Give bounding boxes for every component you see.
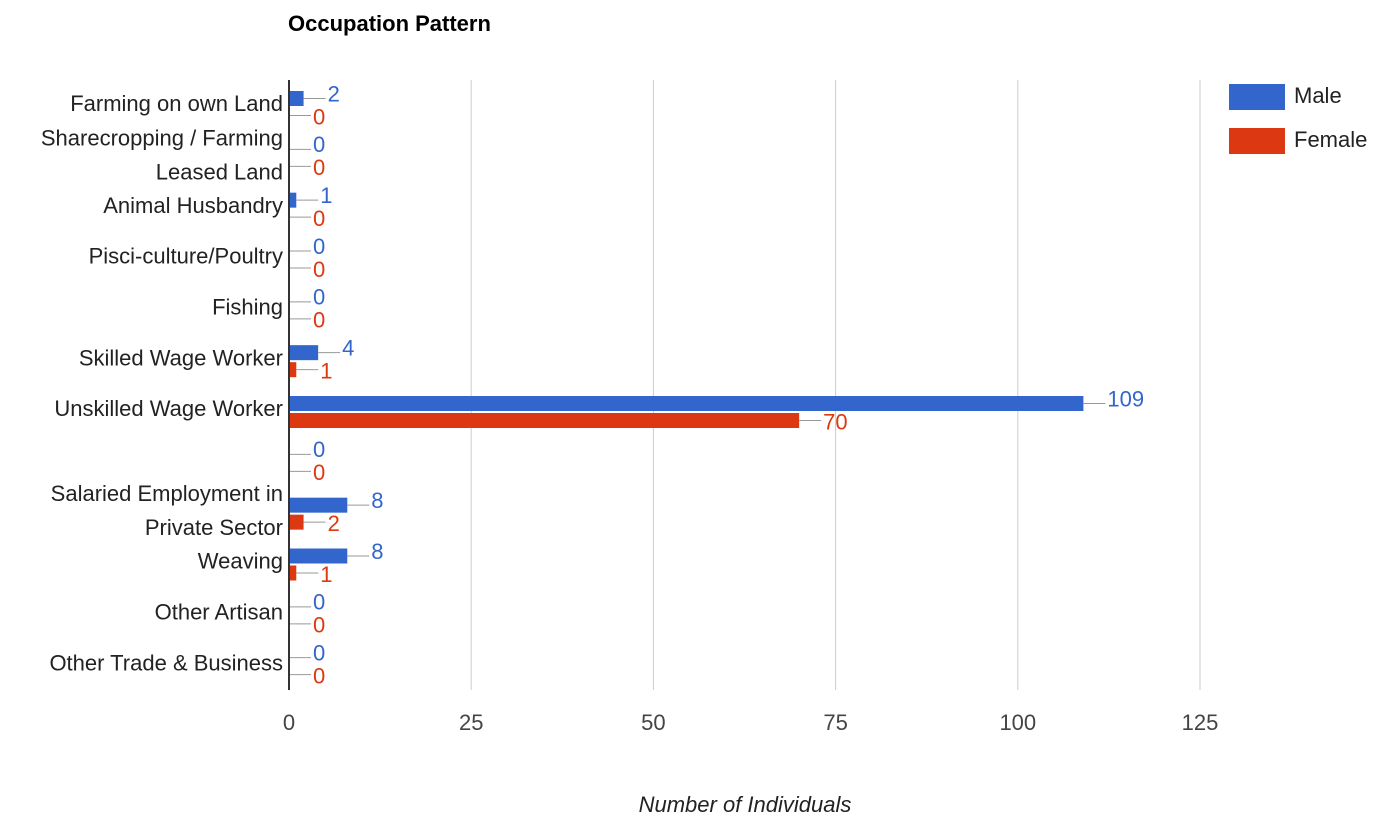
y-tick-label: Pisci-culture/Poultry — [89, 244, 283, 269]
data-label: 0 — [313, 257, 325, 282]
data-label: 1 — [320, 183, 332, 208]
chart-title: Occupation Pattern — [288, 11, 491, 36]
data-label: 0 — [313, 132, 325, 157]
data-label: 0 — [313, 285, 325, 310]
bar — [289, 497, 348, 513]
data-label: 0 — [313, 437, 325, 462]
data-label: 0 — [313, 640, 325, 665]
y-tick-label: Salaried Employment in Private Sector — [51, 481, 283, 540]
x-tick-label: 25 — [459, 710, 483, 735]
bar — [289, 192, 297, 208]
data-label: 0 — [313, 613, 325, 638]
data-label: 0 — [313, 460, 325, 485]
data-label: 1 — [320, 358, 332, 383]
bar — [289, 565, 297, 581]
legend-label: Male — [1294, 83, 1342, 108]
y-tick-label: Other Trade & Business — [49, 650, 283, 675]
data-label: 0 — [313, 206, 325, 231]
x-axis-title: Number of Individuals — [639, 792, 852, 817]
data-label: 0 — [313, 234, 325, 259]
y-tick-label: Farming on own Land — [70, 91, 283, 116]
y-tick-label: Animal Husbandry — [103, 193, 283, 218]
x-tick-label: 75 — [823, 710, 847, 735]
bar — [289, 548, 348, 564]
legend-label: Female — [1294, 127, 1367, 152]
data-label: 0 — [313, 308, 325, 333]
y-tick-label: Sharecropping / Farming Leased Land — [41, 125, 283, 184]
data-label: 0 — [313, 104, 325, 129]
data-label: 4 — [342, 335, 354, 360]
y-tick-label: Fishing — [212, 295, 283, 320]
data-label: 2 — [328, 511, 340, 536]
data-label: 1 — [320, 562, 332, 587]
bar — [289, 345, 319, 361]
data-label: 2 — [328, 81, 340, 106]
data-label: 70 — [823, 409, 847, 434]
y-tick-label: Skilled Wage Worker — [79, 345, 283, 370]
y-tick-label: Weaving — [198, 549, 283, 574]
bar — [289, 91, 304, 106]
data-label: 109 — [1107, 386, 1144, 411]
y-tick-label: Unskilled Wage Worker — [54, 396, 283, 421]
x-tick-label: 100 — [999, 710, 1036, 735]
legend-swatch — [1229, 128, 1285, 154]
data-label: 0 — [313, 590, 325, 615]
x-tick-label: 50 — [641, 710, 665, 735]
bar — [289, 362, 297, 378]
bar — [289, 514, 304, 530]
data-label: 0 — [313, 155, 325, 180]
y-tick-label: Other Artisan — [155, 600, 283, 625]
x-tick-label: 0 — [283, 710, 295, 735]
data-label: 8 — [371, 539, 383, 564]
data-label: 8 — [371, 488, 383, 513]
x-tick-label: 125 — [1182, 710, 1219, 735]
bar — [289, 413, 800, 428]
bar — [289, 396, 1084, 411]
legend-swatch — [1229, 84, 1285, 110]
data-label: 0 — [313, 663, 325, 688]
